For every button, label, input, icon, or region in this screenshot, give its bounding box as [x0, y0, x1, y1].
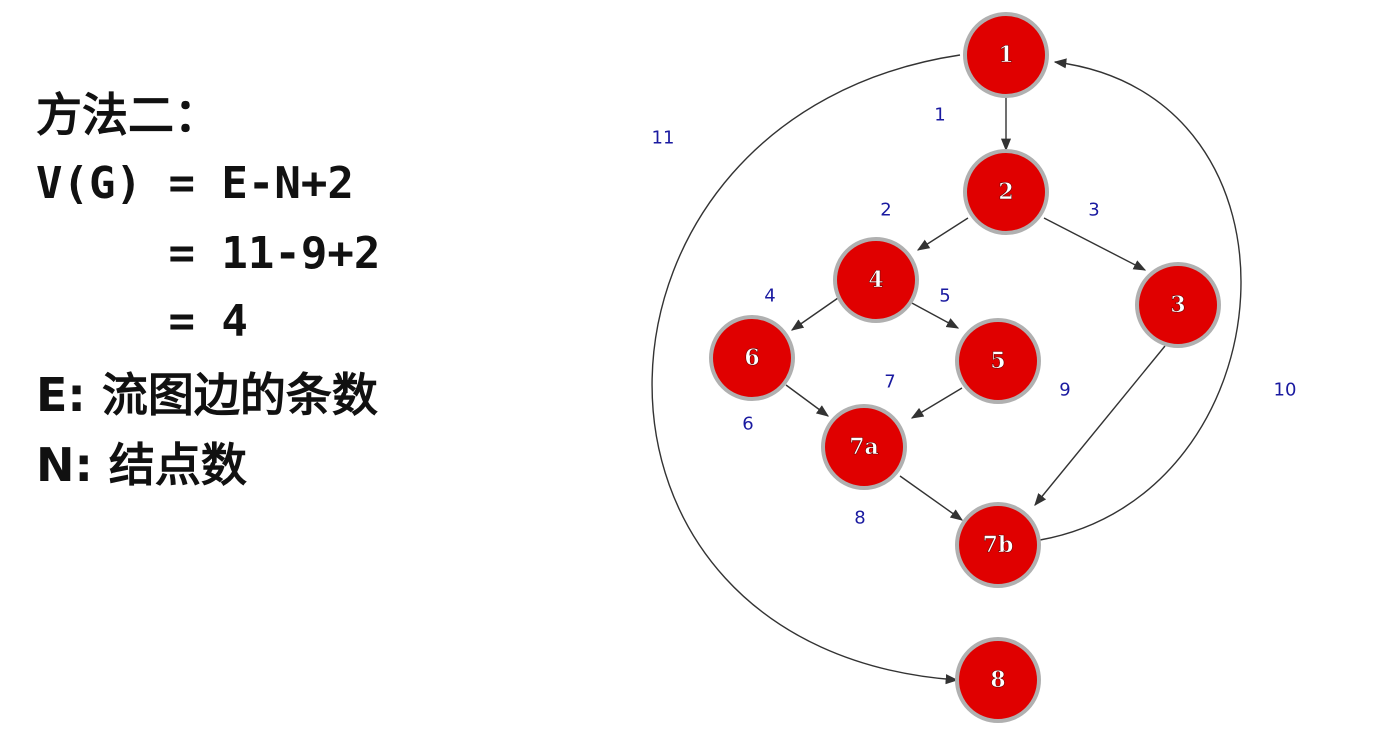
node-5-circle [955, 318, 1041, 404]
edge-label-10: 10 [1274, 380, 1297, 401]
node-7a-label: 7a [849, 434, 879, 460]
edge-label-8: 8 [854, 508, 865, 529]
edge-label-3: 3 [1088, 200, 1099, 221]
node-7b: 7b [955, 502, 1041, 588]
node-2-label: 2 [998, 179, 1013, 205]
edge-labels-group: 1 2 3 4 5 6 7 8 9 10 11 [652, 105, 1297, 529]
edges-group [651, 54, 1242, 685]
node-8-label: 8 [990, 667, 1005, 693]
edge-label-9: 9 [1059, 380, 1070, 401]
edge-label-5: 5 [939, 286, 950, 307]
edge-4-6 [790, 297, 839, 331]
method-title: 方法二： [36, 88, 220, 142]
node-3-circle [1135, 262, 1221, 348]
node-7b-label: 7b [983, 532, 1014, 558]
node-6-circle [709, 315, 795, 401]
node-7a: 7a [821, 404, 907, 490]
formula-line-1: V(G) = E-N+2 [36, 158, 354, 209]
edge-4-5 [909, 301, 960, 329]
edge-5-7a [910, 387, 963, 419]
edge-label-1: 1 [934, 105, 945, 126]
node-6: 6 [709, 315, 795, 401]
edge-label-4: 4 [764, 286, 775, 307]
node-3-label: 3 [1170, 292, 1185, 318]
definition-e: E: 流图边的条数 [36, 368, 378, 422]
node-3: 3 [1135, 262, 1221, 348]
edge-label-2: 2 [880, 200, 891, 221]
edge-2-3 [1043, 217, 1147, 271]
node-5: 5 [955, 318, 1041, 404]
edge-label-6: 6 [742, 414, 753, 435]
node-1-circle [963, 12, 1049, 98]
node-8: 8 [955, 637, 1041, 723]
node-4: 4 [833, 237, 919, 323]
node-8-circle [955, 637, 1041, 723]
node-1: 1 [963, 12, 1049, 98]
edge-7b-1 [1039, 58, 1242, 541]
edge-2-4 [916, 217, 969, 251]
node-4-label: 4 [868, 267, 883, 293]
text-panel: 方法二： V(G) = E-N+2 = 11-9+2 = 4 E: 流图边的条数… [0, 0, 600, 735]
node-2-circle [963, 149, 1049, 235]
formula-line-3: = 4 [36, 296, 248, 347]
formula-line-2: = 11-9+2 [36, 228, 381, 279]
node-2: 2 [963, 149, 1049, 235]
edge-label-7: 7 [884, 372, 895, 393]
edge-1-8 [651, 54, 961, 685]
node-5-label: 5 [990, 348, 1005, 374]
node-4-circle [833, 237, 919, 323]
nodes-group: 1 2 3 4 5 6 7a 7b [709, 12, 1221, 723]
edge-label-11: 11 [652, 128, 675, 149]
edge-3-7b [1034, 345, 1166, 506]
edge-6-7a [785, 384, 830, 417]
node-6-label: 6 [744, 345, 759, 371]
node-7b-circle [955, 502, 1041, 588]
node-1-label: 1 [998, 42, 1013, 68]
node-7a-circle [821, 404, 907, 490]
edge-7a-7b [899, 475, 964, 521]
definition-n: N: 结点数 [36, 438, 247, 492]
